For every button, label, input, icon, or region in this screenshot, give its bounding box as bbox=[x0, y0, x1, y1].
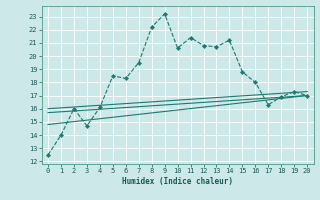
X-axis label: Humidex (Indice chaleur): Humidex (Indice chaleur) bbox=[122, 177, 233, 186]
